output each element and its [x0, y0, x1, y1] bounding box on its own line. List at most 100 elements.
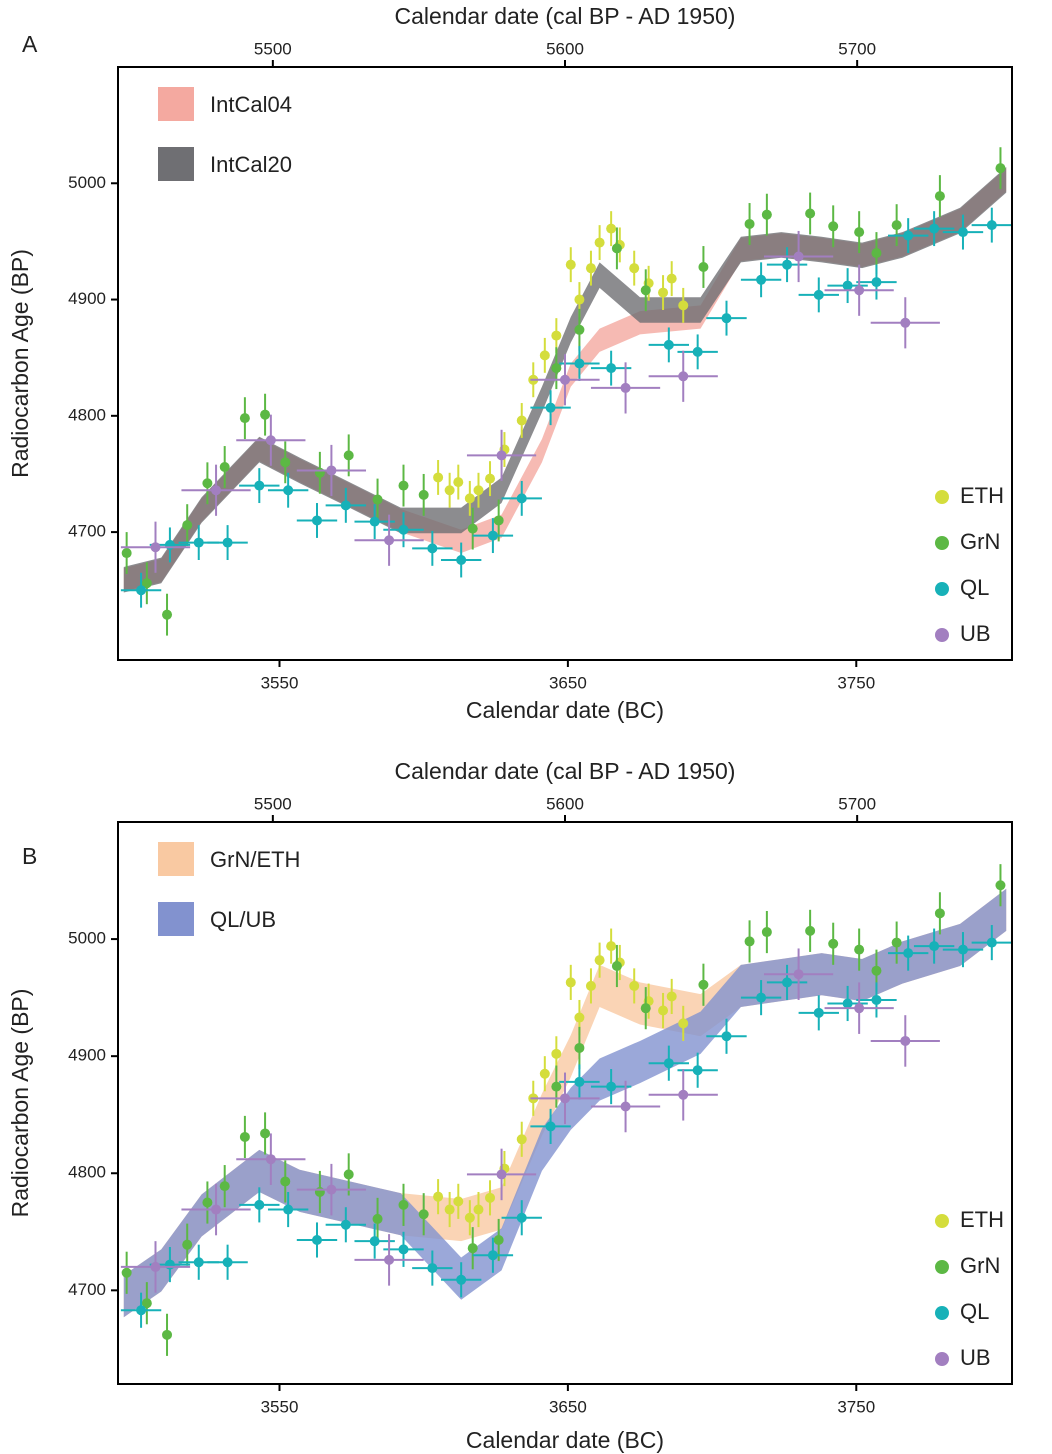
data-point — [493, 515, 504, 526]
data-point — [900, 317, 911, 328]
data-point — [629, 263, 640, 274]
data-point — [871, 994, 882, 1005]
data-point — [782, 977, 793, 988]
data-point — [311, 1234, 322, 1245]
data-point — [805, 925, 816, 936]
data-point — [464, 493, 475, 504]
y-tick-label: 4900 — [68, 289, 106, 308]
data-point — [516, 493, 527, 504]
data-point — [193, 537, 204, 548]
data-point — [560, 1093, 570, 1104]
data-point — [891, 937, 902, 948]
data-point — [995, 163, 1006, 174]
data-point — [280, 457, 291, 468]
data-point — [854, 227, 865, 238]
data-point — [340, 500, 351, 511]
data-point — [239, 1131, 250, 1142]
data-point — [793, 969, 804, 980]
data-point — [666, 273, 677, 284]
data-point — [903, 230, 914, 241]
data-point — [150, 542, 161, 553]
data-point — [594, 237, 605, 248]
legend-label: IntCal04 — [210, 92, 292, 117]
data-point — [678, 300, 689, 311]
data-point — [433, 1191, 444, 1202]
data-point — [854, 285, 865, 296]
data-point — [467, 1243, 478, 1254]
data-point — [398, 1244, 409, 1255]
data-point — [606, 363, 617, 374]
data-point — [260, 409, 271, 420]
x2-tick-label: 5500 — [254, 39, 292, 58]
y-tick-label: 4800 — [68, 1163, 106, 1182]
data-point — [721, 1031, 732, 1042]
x-tick-label: 3650 — [549, 673, 587, 692]
data-point — [164, 1259, 175, 1270]
data-point — [456, 555, 467, 566]
data-point — [871, 965, 882, 976]
data-point — [663, 339, 674, 350]
data-point — [782, 259, 793, 270]
x-tick-label: 3750 — [837, 1397, 875, 1416]
data-point — [141, 1298, 152, 1309]
data-point — [340, 1219, 351, 1230]
data-point — [182, 520, 193, 531]
legend-marker — [935, 490, 949, 504]
data-point — [854, 944, 865, 955]
data-point — [698, 261, 709, 272]
data-point — [283, 485, 294, 496]
data-point — [640, 285, 651, 296]
data-point — [343, 1169, 354, 1180]
data-point — [467, 523, 478, 534]
x-axis-label: Calendar date (BC) — [466, 1427, 664, 1453]
data-point — [453, 477, 464, 488]
data-point — [793, 251, 804, 262]
data-point — [496, 1169, 507, 1180]
data-point — [280, 1176, 291, 1187]
legend-label: GrN/ETH — [210, 847, 300, 872]
data-point — [574, 358, 585, 369]
data-point — [496, 450, 507, 461]
data-point — [721, 313, 732, 324]
data-point — [433, 472, 444, 483]
band — [123, 166, 1007, 593]
data-point — [663, 1058, 674, 1069]
data-point — [606, 223, 617, 234]
data-point — [398, 1199, 409, 1210]
x2-tick-label: 5500 — [254, 794, 292, 813]
y-tick-label: 4900 — [68, 1046, 106, 1065]
data-point — [585, 980, 596, 991]
data-point — [565, 977, 576, 988]
data-point — [574, 1012, 585, 1023]
data-point — [756, 992, 767, 1003]
data-point — [574, 324, 585, 335]
data-point — [311, 515, 322, 526]
x2-tick-label: 5700 — [838, 794, 876, 813]
x-tick-label: 3550 — [261, 673, 299, 692]
data-point — [222, 1257, 233, 1268]
data-point — [398, 524, 409, 535]
data-point — [813, 1007, 824, 1018]
legend-swatch — [158, 87, 194, 121]
data-point — [453, 1196, 464, 1207]
data-point — [957, 227, 968, 238]
data-point — [202, 1197, 213, 1208]
data-point — [136, 1305, 147, 1316]
data-point — [265, 1154, 276, 1165]
y-tick-label: 5000 — [68, 929, 106, 948]
data-point — [418, 1209, 429, 1220]
data-point — [692, 1065, 703, 1076]
data-point — [314, 467, 325, 478]
data-point — [606, 1081, 617, 1092]
data-point — [934, 908, 945, 919]
legend-swatch — [158, 902, 194, 936]
legend-marker — [935, 536, 949, 550]
data-point — [372, 494, 383, 505]
data-point — [211, 485, 222, 496]
data-point — [473, 485, 484, 496]
legend-label: UB — [960, 1345, 991, 1370]
data-point — [418, 489, 429, 500]
legend-marker — [935, 582, 949, 596]
data-point — [986, 220, 997, 231]
legend-label: IntCal20 — [210, 152, 292, 177]
